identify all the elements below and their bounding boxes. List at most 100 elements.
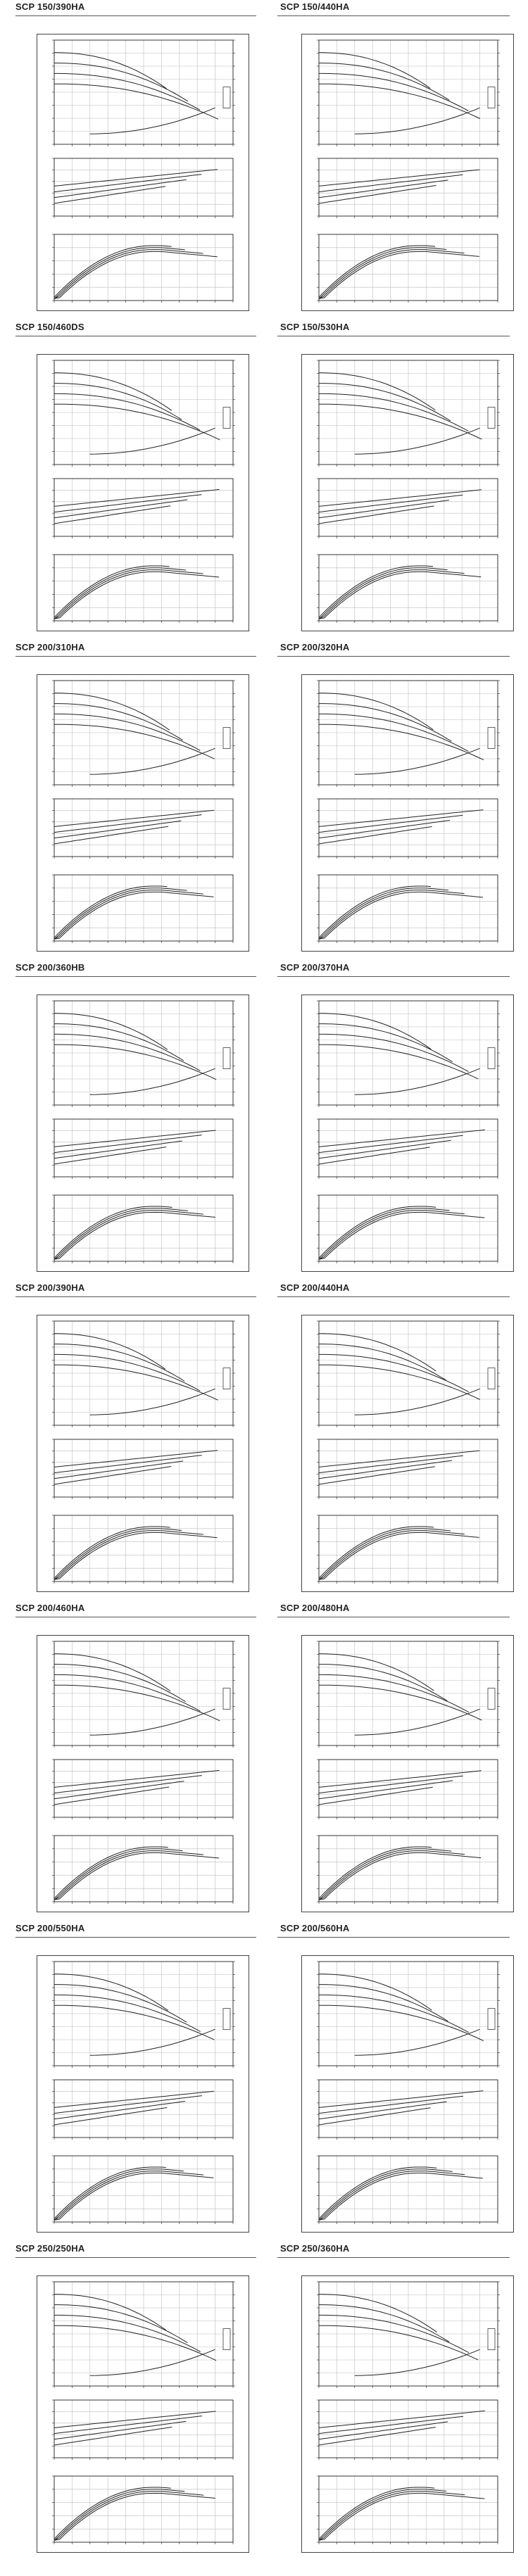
curve-head-1 xyxy=(319,372,436,411)
legend-box xyxy=(487,407,496,429)
curve-power-1 xyxy=(54,2426,172,2446)
curve-eff-4 xyxy=(54,2172,214,2221)
curve-power-4 xyxy=(54,1450,218,1467)
curve-eff-3 xyxy=(54,2491,204,2541)
curve-head-3 xyxy=(319,1674,470,1713)
subchart-eff xyxy=(52,1194,234,1263)
subchart-head xyxy=(52,1641,235,1748)
curve-power-4 xyxy=(318,489,482,507)
title-divider xyxy=(15,2257,256,2258)
curve-power-1 xyxy=(54,1786,170,1805)
performance-sheet xyxy=(301,1635,514,1912)
subchart-power xyxy=(317,1118,498,1179)
curve-power-4 xyxy=(54,169,218,187)
subchart-head xyxy=(317,39,500,146)
curve-power-2 xyxy=(318,820,451,839)
curve-power-4 xyxy=(318,1129,485,1147)
curve-head-4 xyxy=(319,403,482,440)
curve-power-1 xyxy=(318,1147,430,1165)
panel-title: SCP 200/370HA xyxy=(280,962,350,973)
curve-power-2 xyxy=(318,2101,447,2120)
subchart-power xyxy=(52,158,234,218)
curve-head-1 xyxy=(319,1013,432,1050)
curve-eff-3 xyxy=(318,249,465,299)
curve-power-3 xyxy=(318,814,463,833)
subchart-head xyxy=(317,1641,500,1748)
pump-chart-panel: SCP 200/480HA xyxy=(277,1601,520,1921)
curve-eff-3 xyxy=(318,890,465,940)
subchart-power xyxy=(317,158,498,218)
subchart-head xyxy=(52,1000,235,1107)
pump-chart-panel: SCP 250/360HA xyxy=(277,2242,520,2562)
panel-title: SCP 200/360HB xyxy=(15,962,85,973)
curve-power-2 xyxy=(318,1780,453,1800)
legend-box xyxy=(222,1047,231,1069)
curve-head-4 xyxy=(319,1684,482,1721)
pump-chart-panel: SCP 150/460DS xyxy=(15,320,256,640)
pump-chart-panel: SCP 200/550HA xyxy=(15,1921,256,2242)
curve-npsh xyxy=(89,747,215,775)
pump-chart-panel: SCP 250/250HA xyxy=(15,2242,256,2562)
curve-eff-2 xyxy=(318,2168,453,2221)
curve-eff-1 xyxy=(54,565,170,618)
curve-power-4 xyxy=(318,809,484,827)
curve-power-3 xyxy=(318,2416,464,2435)
curve-npsh xyxy=(89,1388,215,1415)
performance-sheet xyxy=(37,1955,249,2233)
curve-head-3 xyxy=(319,713,469,752)
performance-sheet xyxy=(37,2275,249,2553)
subchart-eff xyxy=(52,554,234,623)
performance-sheet xyxy=(301,34,514,311)
curve-power-2 xyxy=(54,2101,186,2120)
performance-chart xyxy=(317,2281,500,2544)
performance-sheet xyxy=(301,1315,514,1592)
curve-eff-3 xyxy=(54,249,203,299)
legend-box xyxy=(222,407,231,429)
curve-eff-2 xyxy=(54,888,187,940)
curve-head-2 xyxy=(319,1023,453,1063)
performance-chart xyxy=(52,1961,235,2224)
panel-title: SCP 150/390HA xyxy=(15,1,85,12)
title-divider xyxy=(15,1937,256,1938)
legend-box xyxy=(487,1688,496,1710)
performance-sheet xyxy=(37,995,249,1272)
subchart-head xyxy=(317,1320,500,1427)
panel-title: SCP 150/440HA xyxy=(280,1,350,12)
curve-eff-4 xyxy=(54,1211,216,1260)
performance-sheet xyxy=(37,1635,249,1912)
curve-head-4 xyxy=(319,83,481,119)
performance-chart xyxy=(52,360,235,623)
subchart-eff xyxy=(317,874,498,943)
curve-eff-4 xyxy=(318,571,482,619)
curve-eff-1 xyxy=(318,1846,432,1899)
curve-head-1 xyxy=(54,1974,169,2012)
curve-head-2 xyxy=(54,1023,184,1061)
performance-chart xyxy=(317,1320,500,1584)
pump-chart-panel: SCP 200/390HA xyxy=(15,1281,256,1601)
title-divider xyxy=(15,1296,256,1297)
curve-power-1 xyxy=(54,826,169,845)
curve-eff-2 xyxy=(54,1528,182,1580)
curve-head-1 xyxy=(319,693,434,731)
subchart-eff xyxy=(317,234,498,303)
curve-eff-1 xyxy=(54,1206,172,1258)
curve-eff-4 xyxy=(54,1852,220,1900)
curve-head-3 xyxy=(54,1674,201,1712)
performance-chart xyxy=(317,680,500,943)
curve-npsh xyxy=(89,427,215,455)
subchart-eff xyxy=(317,1515,498,1584)
performance-sheet xyxy=(37,674,249,952)
title-divider xyxy=(15,976,256,977)
title-divider xyxy=(15,656,256,657)
curve-power-2 xyxy=(318,2421,448,2440)
pump-chart-panel: SCP 200/320HA xyxy=(277,640,520,961)
curve-power-4 xyxy=(318,2090,484,2108)
subchart-eff xyxy=(52,2155,234,2224)
curve-head-1 xyxy=(319,52,431,89)
curve-head-4 xyxy=(319,1364,481,1400)
subchart-eff xyxy=(317,1194,498,1263)
curve-npsh xyxy=(354,427,480,455)
performance-chart xyxy=(317,1000,500,1263)
pump-chart-panel: SCP 200/440HA xyxy=(277,1281,520,1601)
subchart-power xyxy=(52,1759,234,1819)
